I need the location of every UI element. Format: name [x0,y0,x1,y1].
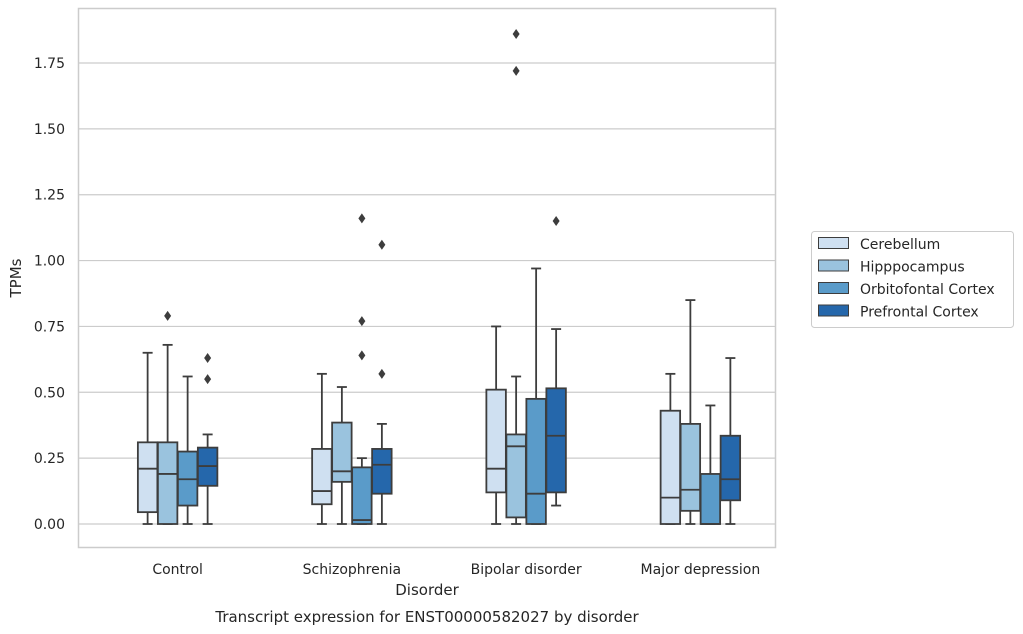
box-iqr [659,409,682,525]
y-tick-label: 1.75 [34,56,65,72]
legend-label: Hipppocampus [860,260,965,276]
box-group [525,267,547,525]
x-tick-label: Major depression [641,562,761,578]
legend-frame [811,231,1014,328]
outlier-point [512,29,520,40]
box-group [156,310,179,525]
y-tick-label: 0.00 [34,517,65,533]
box-series [136,29,742,525]
legend-label: Cerebellum [860,237,940,253]
box-group [505,29,527,525]
legend-swatch [818,259,849,272]
box-group [196,353,219,525]
outlier-point [204,353,212,364]
legend-label: Prefrontal Cortex [860,305,979,321]
box-group [699,404,722,525]
box-group [311,372,333,525]
box-group [719,357,742,525]
y-tick-label: 1.50 [34,122,65,138]
box-iqr [156,441,179,525]
outlier-point [378,239,386,250]
legend-swatch [818,304,849,317]
box-iqr [331,421,353,483]
box-group [331,386,353,525]
box-iqr [311,448,333,506]
box-iqr [719,434,742,502]
box-iqr [136,441,159,514]
x-tick-label: Schizophrenia [303,562,401,578]
x-tick-label: Control [152,562,203,578]
y-tick-label: 0.50 [34,385,65,401]
outlier-point [358,316,366,327]
box-iqr [525,397,547,525]
outlier-point [164,310,172,321]
y-tick-label: 1.25 [34,188,65,204]
box-group [679,299,702,525]
box-iqr [485,388,507,494]
outlier-point [358,213,366,224]
box-group [485,325,507,525]
box-iqr [699,473,722,525]
box-group [545,216,567,507]
y-axis-ticks: 0.00 0.25 0.50 0.75 1.00 1.25 1.50 1.75 [34,56,65,533]
outlier-point [204,374,212,385]
box-group [136,351,159,525]
legend-swatch [818,237,849,249]
box-group [351,213,373,525]
box-iqr [545,387,567,494]
chart-caption: Transcript expression for ENST0000058202… [214,608,639,626]
outlier-point [358,350,366,361]
y-tick-label: 0.25 [34,451,65,467]
x-axis-label: Disorder [395,581,459,599]
legend: Cerebellum Hipppocampus Orbitofontal Corte… [811,231,1014,328]
y-tick-label: 1.00 [34,254,65,270]
y-tick-label: 0.75 [34,319,65,335]
plot-area-frame [77,7,777,549]
box-group [176,375,199,525]
box-iqr [351,466,373,525]
outlier-point [552,216,560,227]
outlier-point [512,65,520,76]
box-group [659,372,682,525]
legend-label: Orbitofontal Cortex [860,282,995,298]
box-iqr [679,422,702,512]
box-iqr [371,448,393,495]
x-axis-ticks: Control Schizophrenia Bipolar disorder Majo… [152,562,760,578]
box-group [371,239,393,525]
outlier-point [378,368,386,379]
x-tick-label: Bipolar disorder [471,562,582,578]
legend-swatch [818,282,849,294]
y-axis-label: TPMs [7,258,25,298]
